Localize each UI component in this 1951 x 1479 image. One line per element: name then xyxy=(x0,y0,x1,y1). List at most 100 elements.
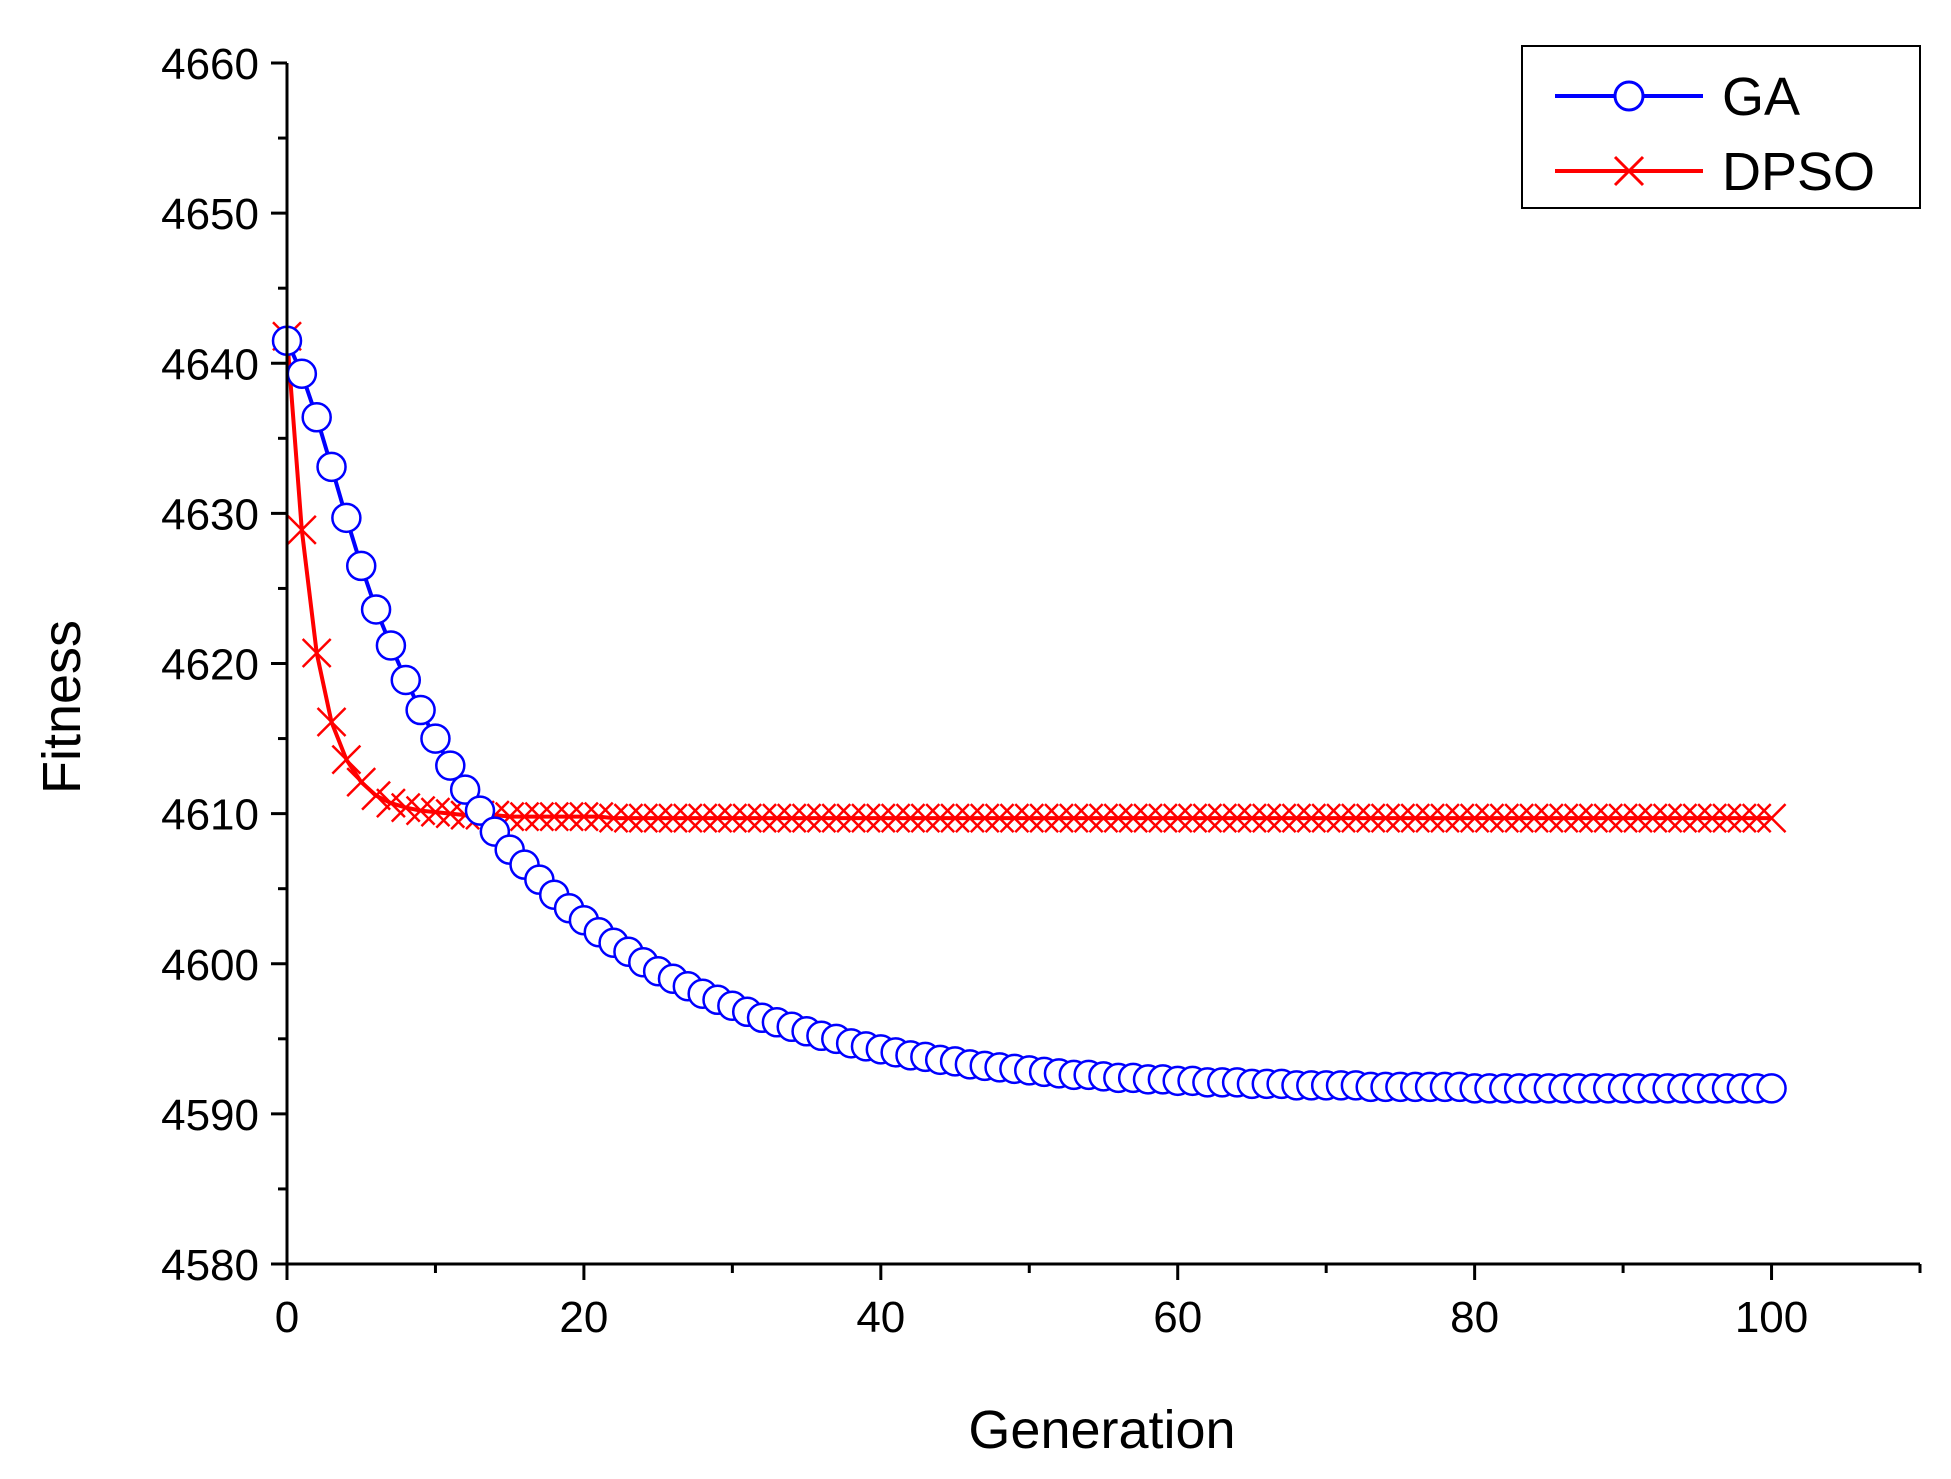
x-tick-label: 40 xyxy=(856,1293,905,1342)
dpso-point xyxy=(836,803,867,834)
dpso-point xyxy=(955,803,985,834)
dpso-point xyxy=(1519,803,1549,834)
y-ticks: 4580 4590 4600 4610 4620 4630 4640 4650 4660 xyxy=(161,40,287,1290)
dpso-point xyxy=(776,803,807,834)
dpso-point xyxy=(895,803,926,834)
dpso-point xyxy=(747,803,777,834)
dpso-point xyxy=(1222,803,1252,834)
ga-point xyxy=(435,750,466,781)
dpso-point xyxy=(1207,803,1238,834)
dpso-point xyxy=(762,803,792,834)
dpso-point xyxy=(1608,803,1638,834)
x-tick-label: 80 xyxy=(1450,1293,1499,1342)
dpso-point xyxy=(865,803,896,834)
dpso-point xyxy=(1474,803,1505,834)
dpso-point xyxy=(1459,803,1490,834)
dpso-point xyxy=(1637,803,1668,834)
dpso-point xyxy=(791,803,822,834)
dpso-point xyxy=(732,803,763,834)
x-axis-title: Generation xyxy=(968,1400,1235,1460)
dpso-point xyxy=(1237,803,1267,834)
legend: GA DPSO xyxy=(1521,45,1921,209)
dpso-point xyxy=(1162,803,1193,834)
dpso-point xyxy=(435,798,466,829)
dpso-point xyxy=(1578,803,1609,834)
ga-point xyxy=(331,502,362,534)
y-tick-label: 4610 xyxy=(161,791,259,840)
dpso-point xyxy=(1340,803,1371,834)
x-tick-label: 20 xyxy=(559,1293,608,1342)
dpso-point xyxy=(420,797,451,828)
ga-point xyxy=(301,402,332,433)
dpso-point xyxy=(1682,803,1713,834)
dpso-point xyxy=(984,803,1015,834)
ga-point xyxy=(345,550,377,582)
dpso-point xyxy=(1712,803,1742,834)
dpso-point xyxy=(1296,803,1327,834)
ga-point xyxy=(420,723,451,754)
dpso-point xyxy=(1400,803,1431,834)
dpso-point xyxy=(1192,803,1223,834)
dpso-point xyxy=(1044,803,1074,834)
dpso-point xyxy=(1756,803,1787,834)
dpso-point xyxy=(1489,803,1520,834)
dpso-point xyxy=(1058,803,1089,834)
dpso-point xyxy=(1593,803,1624,834)
dpso-point xyxy=(806,803,837,834)
dpso-point xyxy=(1266,803,1297,834)
dpso-point xyxy=(1088,803,1119,834)
dpso-point xyxy=(1029,803,1060,834)
dpso-point xyxy=(1430,803,1460,834)
dpso-point xyxy=(1118,803,1149,834)
dpso-point xyxy=(405,795,436,826)
dpso-point xyxy=(1103,803,1134,834)
legend-dpso-label: DPSO xyxy=(1722,142,1875,202)
y-tick-label: 4580 xyxy=(161,1241,259,1290)
dpso-point xyxy=(851,803,881,834)
y-tick-label: 4660 xyxy=(161,40,259,89)
dpso-point xyxy=(583,801,614,832)
dpso-point xyxy=(880,803,911,834)
dpso-point xyxy=(687,803,718,834)
ga-point xyxy=(360,594,392,625)
ga-point xyxy=(316,451,347,483)
dpso-point xyxy=(301,638,332,668)
plot-area xyxy=(271,321,1787,1104)
dpso-point xyxy=(1147,803,1178,834)
dpso-point xyxy=(1355,803,1386,834)
dpso-point xyxy=(316,707,347,737)
y-tick-label: 4590 xyxy=(161,1091,259,1140)
dpso-point xyxy=(524,801,555,832)
legend-ga-marker xyxy=(1613,80,1645,112)
dpso-point xyxy=(821,803,852,834)
dpso-point xyxy=(1014,803,1045,834)
dpso-point xyxy=(1726,803,1757,834)
y-tick-label: 4630 xyxy=(161,490,259,539)
dpso-point xyxy=(1563,803,1594,834)
dpso-point xyxy=(1281,803,1312,834)
x-tick-label: 0 xyxy=(275,1293,299,1342)
dpso-point xyxy=(643,803,674,834)
dpso-point xyxy=(1326,803,1356,834)
dpso-point xyxy=(1251,803,1282,834)
series-ga xyxy=(271,325,1787,1104)
dpso-point xyxy=(331,744,362,775)
dpso-point xyxy=(628,803,659,834)
ga-point xyxy=(464,795,496,826)
ga-point xyxy=(375,630,407,661)
dpso-point xyxy=(1741,803,1772,834)
ga-point xyxy=(286,358,318,390)
y-tick-label: 4620 xyxy=(161,641,259,690)
dpso-point xyxy=(1370,803,1401,834)
dpso-point xyxy=(1444,803,1475,834)
y-tick-label: 4650 xyxy=(161,190,259,239)
dpso-point xyxy=(1667,803,1698,834)
dpso-point xyxy=(1311,803,1342,834)
dpso-point xyxy=(1133,803,1163,834)
dpso-point xyxy=(509,801,540,832)
ga-point xyxy=(390,664,422,696)
y-axis-title: Fitness xyxy=(32,620,92,794)
y-tick-label: 4600 xyxy=(161,941,259,990)
y-tick-label: 4640 xyxy=(161,340,259,389)
